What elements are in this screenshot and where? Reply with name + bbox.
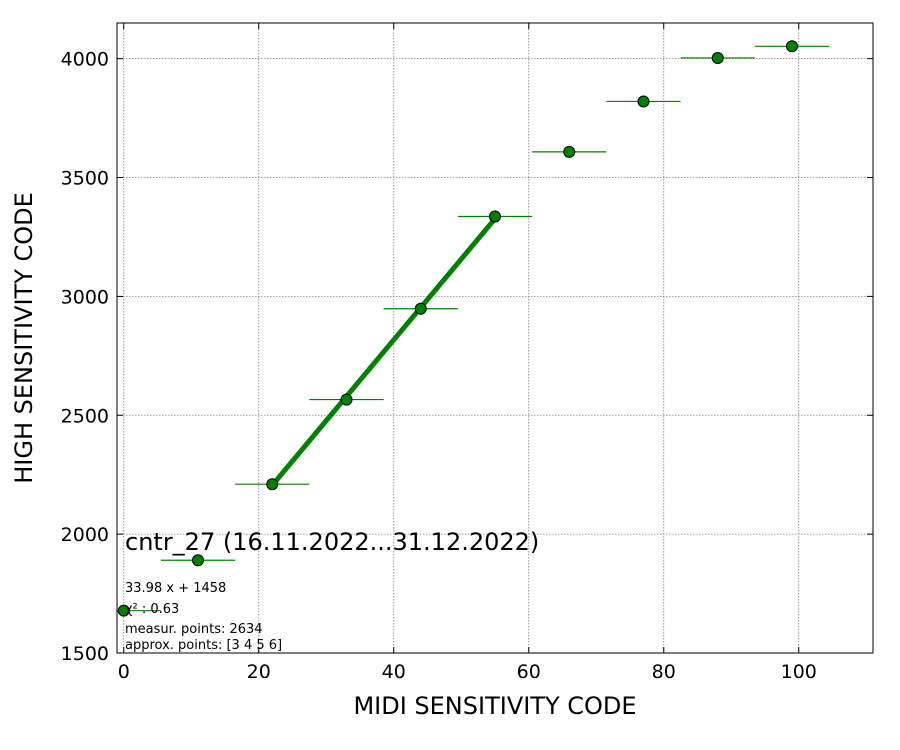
data-point — [637, 95, 650, 108]
x-tick-label: 80 — [652, 661, 676, 683]
x-tick-label: 60 — [517, 661, 541, 683]
data-point — [414, 302, 427, 315]
data-point — [192, 554, 204, 567]
x-axis-title: MIDI SENSITIVITY CODE — [353, 692, 636, 720]
fit-line — [270, 217, 497, 487]
grid-layer — [117, 23, 873, 654]
plot-frame — [116, 22, 874, 654]
point-layer — [117, 40, 798, 617]
data-point — [117, 604, 130, 617]
y-tick-label: 1500 — [61, 643, 109, 665]
annotation-chi2: χ² : 0.63 — [125, 602, 179, 617]
x-tick-label: 40 — [382, 661, 406, 683]
data-point — [786, 40, 798, 53]
annotation-approx-points: approx. points: [3 4 5 6] — [125, 638, 282, 653]
data-point — [711, 51, 724, 64]
tick-layer: 0 20 40 60 80 100 1500 2000 2500 3000 3500 4000 — [61, 23, 873, 683]
y-tick-label: 4000 — [61, 49, 109, 71]
data-point — [340, 393, 353, 406]
x-tick-label: 0 — [118, 661, 130, 683]
annotation-measured-points: measur. points: 2634 — [125, 622, 263, 637]
y-tick-label: 2000 — [61, 524, 109, 546]
data-point — [266, 478, 279, 491]
y-tick-label: 3000 — [61, 286, 109, 308]
errorbar-layer — [117, 45, 830, 612]
y-tick-label: 3500 — [61, 168, 109, 190]
annotation-equation: 33.98 x + 1458 — [125, 581, 226, 596]
fit-layer — [270, 217, 497, 487]
data-point — [489, 210, 501, 223]
x-tick-label: 100 — [781, 661, 817, 683]
x-tick-label: 20 — [247, 661, 271, 683]
y-axis-title: HIGH SENSITIVITY CODE — [10, 192, 38, 484]
annotation-sensor-label: cntr_27 (16.11.2022...31.12.2022) — [125, 528, 539, 556]
data-point — [563, 145, 576, 158]
y-tick-label: 2500 — [61, 405, 109, 427]
